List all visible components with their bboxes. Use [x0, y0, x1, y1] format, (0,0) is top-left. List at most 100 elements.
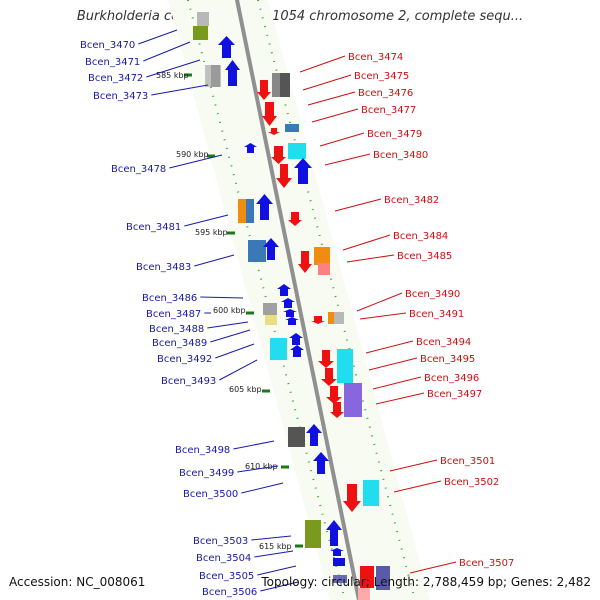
gene-feature[interactable] [197, 12, 209, 26]
gene-feature[interactable] [358, 588, 370, 600]
gene-feature[interactable] [257, 80, 271, 100]
gene-label[interactable]: Bcen_3507 [459, 558, 514, 569]
gene-feature[interactable] [276, 164, 292, 188]
gene-feature[interactable] [193, 26, 208, 40]
gene-feature[interactable] [294, 158, 312, 184]
gene-label[interactable]: Bcen_3476 [358, 88, 413, 99]
gene-feature[interactable] [290, 345, 304, 357]
gene-label[interactable]: Bcen_3506 [202, 587, 257, 598]
gene-feature[interactable] [281, 298, 295, 308]
gene-label[interactable]: Bcen_3492 [157, 354, 212, 365]
gene-feature[interactable] [334, 312, 344, 324]
gene-feature[interactable] [328, 312, 336, 324]
gene-feature[interactable] [263, 303, 277, 315]
gene-label[interactable]: Bcen_3497 [427, 389, 482, 400]
gene-feature[interactable] [333, 575, 347, 583]
gene-label[interactable]: Bcen_3485 [397, 251, 452, 262]
gene-feature[interactable] [218, 36, 235, 58]
gene-label[interactable]: Bcen_3474 [348, 52, 403, 63]
gene-feature[interactable] [305, 520, 321, 548]
gene-feature[interactable] [283, 309, 297, 317]
gene-feature[interactable] [272, 73, 280, 97]
gene-label[interactable]: Bcen_3504 [196, 553, 251, 564]
gene-feature[interactable] [343, 484, 361, 512]
gene-label[interactable]: Bcen_3482 [384, 195, 439, 206]
gene-feature[interactable] [285, 124, 299, 132]
gene-label[interactable]: Bcen_3483 [136, 262, 191, 273]
gene-label[interactable]: Bcen_3488 [149, 324, 204, 335]
gene-feature[interactable] [277, 284, 291, 296]
gene-label[interactable]: Bcen_3473 [93, 91, 148, 102]
gene-feature[interactable] [288, 212, 302, 226]
gene-feature[interactable] [288, 143, 306, 159]
gene-feature[interactable] [211, 65, 220, 87]
gene-feature[interactable] [318, 350, 334, 368]
gene-label[interactable]: Bcen_3502 [444, 477, 499, 488]
gene-feature[interactable] [263, 238, 279, 260]
gene-feature[interactable] [256, 194, 273, 220]
gene-feature[interactable] [360, 566, 374, 588]
gene-leader-line [375, 392, 425, 405]
gene-leader-line [146, 59, 201, 78]
gene-label[interactable]: Bcen_3491 [409, 309, 464, 320]
gene-label[interactable]: Bcen_3479 [367, 129, 422, 140]
gene-label[interactable]: Bcen_3499 [179, 468, 234, 479]
gene-label[interactable]: Bcen_3500 [183, 489, 238, 500]
gene-feature[interactable] [330, 548, 344, 556]
gene-feature[interactable] [306, 424, 322, 446]
gene-label[interactable]: Bcen_3486 [142, 293, 197, 304]
gene-feature[interactable] [298, 251, 312, 273]
gene-label[interactable]: Bcen_3480 [373, 150, 428, 161]
gene-label[interactable]: Bcen_3478 [111, 164, 166, 175]
ticks-layer: 585 kbp 590 kbp 595 kbp 600 kbp 605 kbp 610 k… [156, 71, 303, 551]
gene-feature[interactable] [376, 566, 390, 590]
gene-label[interactable]: Bcen_3494 [416, 337, 471, 348]
gene-label[interactable]: Bcen_3501 [440, 456, 495, 467]
gene-feature[interactable] [285, 317, 299, 325]
gene-feature[interactable] [270, 338, 287, 360]
gene-feature[interactable] [225, 60, 240, 86]
gene-feature[interactable] [363, 480, 379, 506]
gene-label[interactable]: Bcen_3503 [193, 536, 248, 547]
gene-feature[interactable] [326, 520, 342, 546]
gene-label[interactable]: Bcen_3481 [126, 222, 181, 233]
gene-feature[interactable] [318, 263, 330, 275]
gene-feature[interactable] [330, 402, 344, 418]
gene-label[interactable]: Bcen_3477 [361, 105, 416, 116]
gene-feature[interactable] [288, 427, 305, 447]
gene-label[interactable]: Bcen_3487 [146, 309, 201, 320]
gene-label[interactable]: Bcen_3495 [420, 354, 475, 365]
gene-label[interactable]: Bcen_3475 [354, 71, 409, 82]
gene-feature[interactable] [248, 240, 266, 262]
gene-label[interactable]: Bcen_3471 [85, 57, 140, 68]
gene-label[interactable]: Bcen_3493 [161, 376, 216, 387]
gene-leader-line [311, 108, 359, 123]
gene-leader-line [194, 254, 235, 267]
gene-feature[interactable] [311, 316, 325, 324]
gene-feature[interactable] [321, 368, 337, 386]
gene-feature[interactable] [337, 349, 353, 383]
gene-label[interactable]: Bcen_3490 [405, 289, 460, 300]
gene-label[interactable]: Bcen_3505 [199, 571, 254, 582]
gene-feature[interactable] [244, 143, 257, 153]
gene-feature[interactable] [262, 102, 277, 126]
gene-feature[interactable] [271, 146, 286, 164]
gene-feature[interactable] [289, 333, 303, 345]
gene-label[interactable]: Bcen_3470 [80, 40, 135, 51]
gene-leader-line [207, 321, 249, 329]
gene-feature[interactable] [314, 247, 330, 265]
gene-feature[interactable] [333, 558, 345, 566]
gene-label[interactable]: Bcen_3472 [88, 73, 143, 84]
features-layer [193, 12, 390, 600]
gene-feature[interactable] [246, 199, 254, 223]
gene-feature[interactable] [344, 383, 362, 417]
gene-feature[interactable] [265, 315, 277, 325]
gene-feature[interactable] [268, 128, 280, 135]
gene-label[interactable]: Bcen_3489 [152, 338, 207, 349]
gene-label[interactable]: Bcen_3496 [424, 373, 479, 384]
gene-label[interactable]: Bcen_3498 [175, 445, 230, 456]
gene-label[interactable]: Bcen_3484 [393, 231, 448, 242]
gene-feature[interactable] [313, 452, 329, 474]
tick-label: 600 kbp [213, 306, 246, 315]
gene-feature[interactable] [326, 386, 342, 404]
